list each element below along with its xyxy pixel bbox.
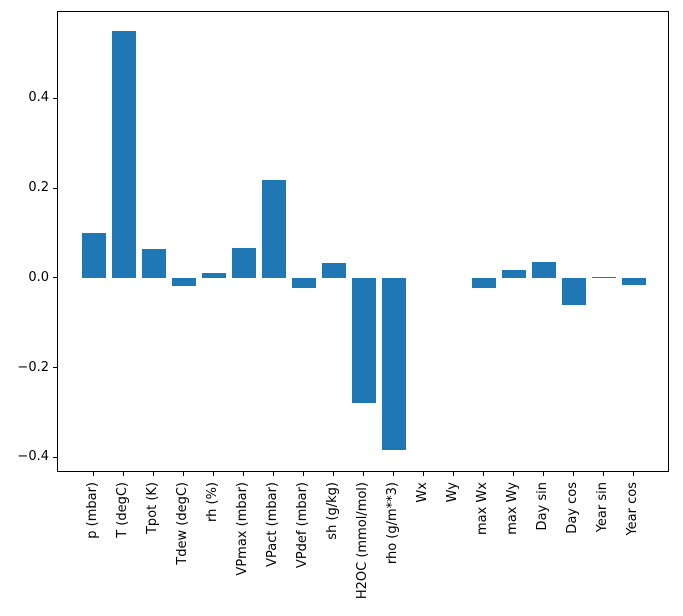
y-tick-label: 0.0 — [28, 269, 49, 285]
y-tick-label: −0.2 — [17, 359, 49, 375]
bar-vpact-mbar — [262, 180, 286, 279]
bar-vpmax-mbar — [232, 247, 256, 279]
x-tick-mark — [93, 472, 94, 476]
y-tick-mark — [53, 367, 57, 369]
bar-vpdef-mbar — [292, 278, 316, 288]
x-tick-mark — [483, 472, 484, 476]
x-tick-mark — [603, 472, 604, 476]
bar-day-cos — [562, 278, 586, 306]
x-tick-label: p (mbar) — [85, 482, 100, 539]
x-tick-label: Day cos — [565, 482, 580, 534]
x-tick-label: Year sin — [595, 482, 610, 533]
bar-day-sin — [532, 261, 556, 279]
x-tick-label: Wx — [415, 482, 430, 503]
x-tick-label: Wy — [445, 482, 460, 503]
x-tick-label: sh (g/kg) — [325, 482, 340, 540]
bar-year-sin — [592, 276, 616, 279]
x-tick-mark — [393, 472, 394, 476]
y-tick-label: 0.4 — [28, 90, 49, 106]
y-tick-label: −0.4 — [17, 449, 49, 465]
x-tick-mark — [423, 472, 424, 476]
x-tick-mark — [513, 472, 514, 476]
bar-t-degc — [112, 30, 136, 279]
x-tick-label: Day sin — [535, 482, 550, 531]
x-tick-label: max Wy — [505, 482, 520, 535]
x-tick-mark — [633, 472, 634, 476]
y-tick-mark — [53, 456, 57, 458]
x-tick-label: Tpot (K) — [145, 482, 160, 535]
bar-h2oc-mmol-mol — [352, 278, 376, 403]
bar-tdew-degc — [172, 278, 196, 286]
x-tick-label: VPact (mbar) — [265, 482, 280, 567]
x-tick-mark — [153, 472, 154, 476]
y-tick-mark — [53, 277, 57, 279]
x-tick-mark — [183, 472, 184, 476]
x-tick-mark — [273, 472, 274, 476]
x-tick-mark — [543, 472, 544, 476]
bar-tpot-k — [142, 249, 166, 279]
x-tick-label: T (degC) — [115, 482, 130, 538]
bar-max-wy — [502, 270, 526, 279]
x-tick-mark — [333, 472, 334, 476]
x-tick-label: VPdef (mbar) — [295, 482, 310, 569]
x-tick-mark — [303, 472, 304, 476]
x-tick-mark — [363, 472, 364, 476]
x-tick-label: Year cos — [625, 482, 640, 536]
x-tick-label: VPmax (mbar) — [235, 482, 250, 576]
bar-year-cos — [622, 278, 646, 286]
x-tick-mark — [213, 472, 214, 476]
bar-p-mbar — [82, 233, 106, 279]
x-tick-label: max Wx — [475, 482, 490, 536]
x-tick-label: rho (g/m**3) — [385, 482, 400, 565]
y-tick-mark — [53, 187, 57, 189]
bar-sh-g-kg — [322, 263, 346, 279]
bar-rh — [202, 272, 226, 279]
plot-area — [57, 11, 669, 472]
x-tick-label: Tdew (degC) — [175, 482, 190, 565]
y-tick-label: 0.2 — [28, 180, 49, 195]
x-tick-mark — [123, 472, 124, 476]
x-tick-mark — [453, 472, 454, 476]
x-tick-label: H2OC (mmol/mol) — [355, 482, 370, 600]
x-tick-mark — [573, 472, 574, 476]
bar-rho-g-m-3 — [382, 278, 406, 451]
y-tick-mark — [53, 97, 57, 99]
bar-max-wx — [472, 278, 496, 289]
x-tick-label: rh (%) — [205, 482, 220, 522]
x-tick-mark — [243, 472, 244, 476]
